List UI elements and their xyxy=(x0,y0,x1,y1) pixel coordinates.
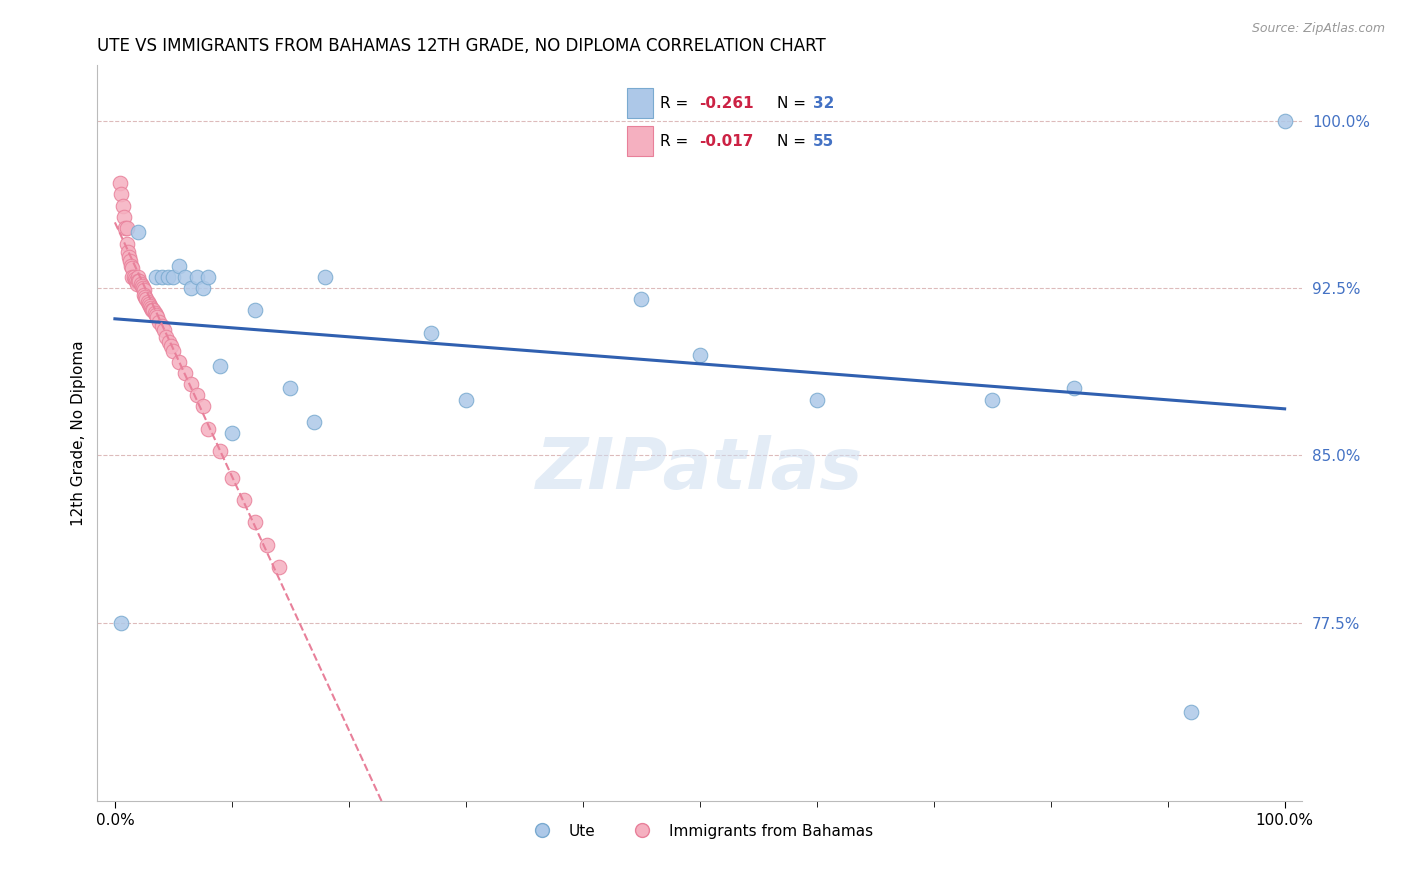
Point xyxy=(138,297,160,311)
Point xyxy=(118,250,141,264)
Point xyxy=(120,254,142,268)
Point xyxy=(141,301,163,316)
Point xyxy=(134,284,156,298)
Point xyxy=(146,310,169,325)
Point xyxy=(256,537,278,551)
Point xyxy=(186,388,208,402)
Point xyxy=(155,330,177,344)
Point xyxy=(302,415,325,429)
Point xyxy=(128,275,150,289)
Point xyxy=(180,376,202,391)
Point xyxy=(1274,114,1296,128)
Point xyxy=(131,279,153,293)
Point xyxy=(209,359,232,373)
Point xyxy=(108,177,131,191)
Point xyxy=(127,226,149,240)
Point xyxy=(150,318,173,333)
Point xyxy=(191,281,214,295)
Point xyxy=(129,277,152,291)
Point xyxy=(314,270,336,285)
Point xyxy=(110,615,132,630)
Point xyxy=(132,281,155,295)
Point xyxy=(120,259,142,273)
Point xyxy=(112,199,135,213)
Point xyxy=(267,559,290,574)
Point xyxy=(121,270,143,285)
Point xyxy=(157,334,180,349)
Point xyxy=(143,306,166,320)
Point xyxy=(689,348,711,362)
Point xyxy=(191,399,214,413)
Point xyxy=(148,315,170,329)
Point xyxy=(197,270,219,285)
Point xyxy=(139,299,162,313)
Point xyxy=(209,443,232,458)
Point xyxy=(1063,381,1085,395)
Point xyxy=(142,303,165,318)
Point xyxy=(125,275,148,289)
Point xyxy=(115,236,138,251)
Point xyxy=(160,339,183,353)
Point xyxy=(162,343,184,358)
Point xyxy=(1180,705,1202,719)
Point xyxy=(115,221,138,235)
Point xyxy=(180,281,202,295)
Point xyxy=(122,270,145,285)
Text: ZIPatlas: ZIPatlas xyxy=(536,435,863,504)
Y-axis label: 12th Grade, No Diploma: 12th Grade, No Diploma xyxy=(72,340,86,526)
Point xyxy=(127,275,149,289)
Point xyxy=(145,270,167,285)
Point xyxy=(245,515,267,529)
Point xyxy=(127,277,149,291)
Point xyxy=(245,303,267,318)
Point xyxy=(117,245,139,260)
Point xyxy=(134,290,156,304)
Point xyxy=(110,187,132,202)
Point xyxy=(186,270,208,285)
Point xyxy=(121,261,143,276)
Text: UTE VS IMMIGRANTS FROM BAHAMAS 12TH GRADE, NO DIPLOMA CORRELATION CHART: UTE VS IMMIGRANTS FROM BAHAMAS 12TH GRAD… xyxy=(97,37,827,55)
Point xyxy=(114,221,136,235)
Point xyxy=(124,272,146,286)
Point xyxy=(232,492,254,507)
Point xyxy=(167,259,190,273)
Point xyxy=(153,323,176,337)
Point xyxy=(806,392,828,407)
Point xyxy=(150,270,173,285)
Text: Source: ZipAtlas.com: Source: ZipAtlas.com xyxy=(1251,22,1385,36)
Point xyxy=(981,392,1004,407)
Point xyxy=(630,293,652,307)
Point xyxy=(156,270,179,285)
Point xyxy=(221,425,243,440)
Point xyxy=(162,270,184,285)
Point xyxy=(134,288,156,302)
Point xyxy=(419,326,441,340)
Point xyxy=(141,303,163,318)
Point xyxy=(197,421,219,435)
Point xyxy=(221,470,243,484)
Point xyxy=(127,270,149,285)
Point xyxy=(174,366,197,380)
Point xyxy=(135,293,157,307)
Point xyxy=(145,308,167,322)
Point xyxy=(174,270,197,285)
Point xyxy=(454,392,477,407)
Point xyxy=(136,294,159,309)
Legend: Ute, Immigrants from Bahamas: Ute, Immigrants from Bahamas xyxy=(520,817,879,845)
Point xyxy=(167,354,190,368)
Point xyxy=(112,210,135,224)
Point xyxy=(280,381,302,395)
